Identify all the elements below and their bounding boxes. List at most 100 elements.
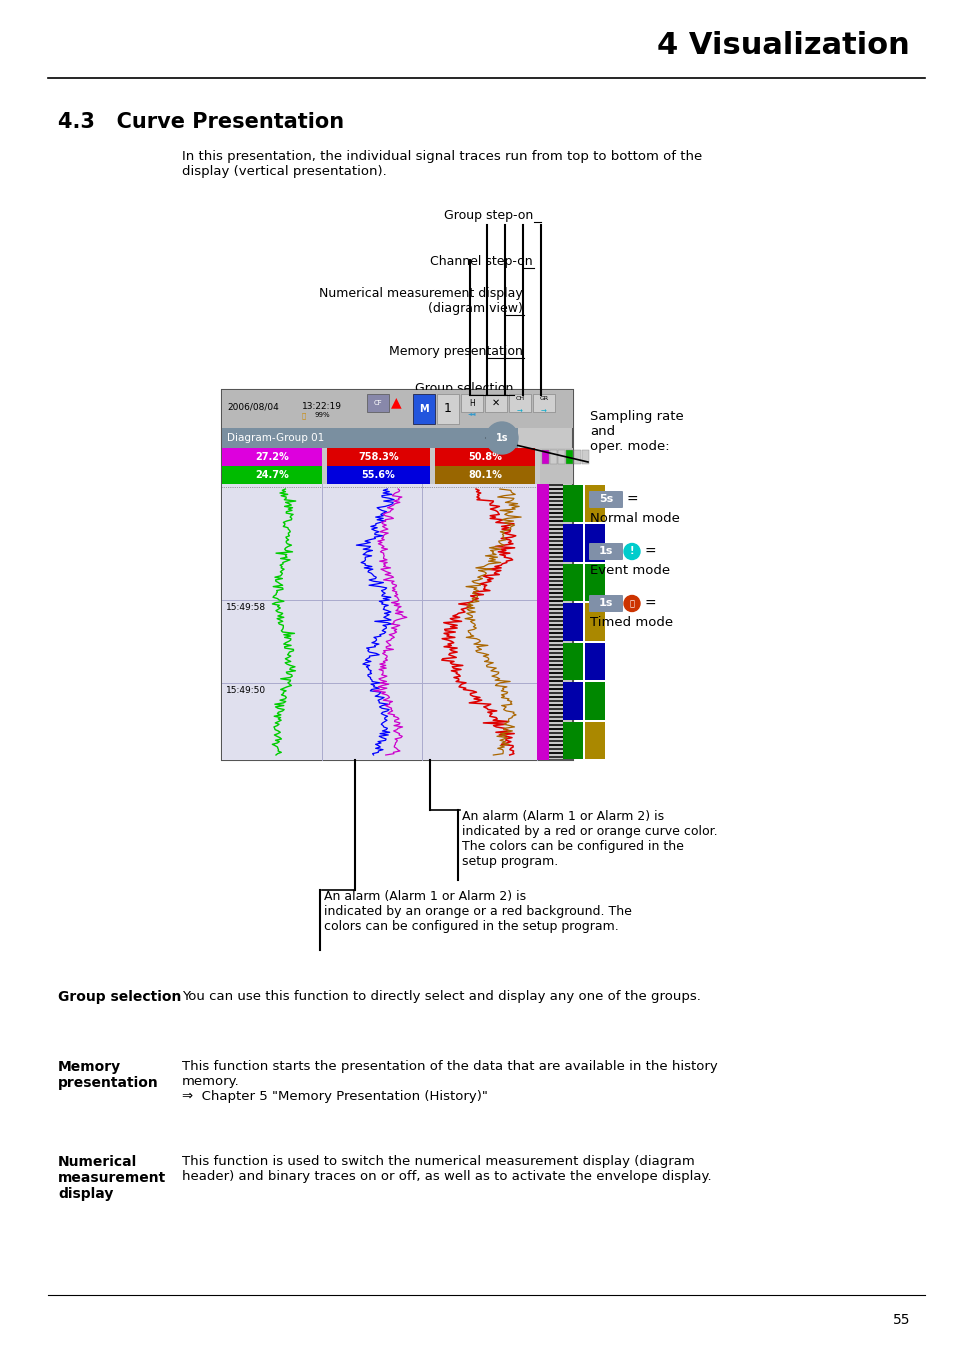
Bar	[537, 485, 548, 760]
Text: 50.8%: 50.8%	[468, 452, 501, 462]
Bar	[562, 485, 582, 522]
Text: 5s: 5s	[598, 494, 613, 505]
Bar	[548, 632, 562, 634]
Text: Memory
presentation: Memory presentation	[58, 1060, 158, 1091]
Text: 1s: 1s	[598, 547, 613, 556]
Text: Group selection: Group selection	[58, 990, 181, 1004]
Bar	[548, 536, 562, 539]
Bar	[548, 707, 562, 710]
Bar	[548, 491, 562, 494]
Bar	[548, 672, 562, 674]
Bar	[548, 644, 562, 647]
Bar	[548, 668, 562, 670]
Bar	[562, 682, 582, 720]
Text: Numerical measurement display
(diagram view): Numerical measurement display (diagram v…	[319, 288, 522, 315]
Bar	[548, 703, 562, 706]
Text: 4.3   Curve Presentation: 4.3 Curve Presentation	[58, 112, 344, 132]
Bar	[367, 394, 389, 412]
Bar	[435, 466, 535, 485]
FancyBboxPatch shape	[588, 595, 622, 612]
Text: Event mode: Event mode	[589, 564, 669, 576]
Text: This function starts the presentation of the data that are available in the hist: This function starts the presentation of…	[182, 1060, 717, 1103]
Bar	[327, 448, 430, 466]
Bar	[541, 450, 548, 464]
Bar	[548, 552, 562, 554]
Text: CH: CH	[515, 397, 524, 401]
Bar	[548, 740, 562, 743]
Text: =: =	[644, 597, 656, 610]
Text: 758.3%: 758.3%	[357, 452, 398, 462]
Bar	[548, 595, 562, 598]
Bar	[460, 394, 482, 412]
Bar	[548, 624, 562, 626]
Bar	[548, 589, 562, 590]
Bar	[548, 652, 562, 653]
Bar	[548, 724, 562, 726]
Bar	[548, 660, 562, 662]
Bar	[548, 728, 562, 730]
Bar	[548, 676, 562, 678]
Bar	[548, 756, 562, 757]
Text: 15:49:50: 15:49:50	[226, 686, 266, 695]
Text: →: →	[540, 409, 546, 414]
Bar	[548, 516, 562, 518]
Bar	[584, 721, 604, 759]
Bar	[436, 394, 458, 424]
Circle shape	[623, 544, 639, 559]
Text: ▲: ▲	[391, 396, 401, 409]
Bar	[548, 544, 562, 545]
Text: !: !	[629, 547, 634, 556]
Bar	[548, 487, 562, 490]
Bar	[548, 736, 562, 738]
Text: GR: GR	[538, 397, 548, 401]
Text: 13:22:19: 13:22:19	[302, 402, 341, 410]
Bar	[548, 693, 562, 694]
FancyBboxPatch shape	[588, 491, 622, 508]
Text: 80.1%: 80.1%	[468, 470, 501, 481]
Bar	[548, 684, 562, 686]
Bar	[548, 504, 562, 506]
Bar	[548, 688, 562, 690]
Bar	[548, 697, 562, 698]
Text: 1s: 1s	[496, 433, 508, 443]
Bar	[548, 628, 562, 630]
Text: Timed mode: Timed mode	[589, 616, 673, 629]
Bar	[548, 599, 562, 602]
Bar	[574, 450, 580, 464]
Text: Normal mode: Normal mode	[589, 512, 679, 525]
Bar	[222, 390, 573, 760]
Bar	[548, 485, 562, 486]
Bar	[562, 603, 582, 641]
Text: Memory presentation: Memory presentation	[389, 346, 522, 358]
Bar	[584, 643, 604, 680]
Text: 1: 1	[443, 402, 452, 416]
Bar	[533, 394, 555, 412]
Text: 4 Visualization: 4 Visualization	[657, 31, 909, 59]
Bar	[539, 448, 573, 485]
Bar	[562, 524, 582, 562]
Bar	[548, 603, 562, 606]
Bar	[222, 485, 537, 760]
Text: This function is used to switch the numerical measurement display (diagram
heade: This function is used to switch the nume…	[182, 1156, 711, 1183]
Bar	[562, 643, 582, 680]
Bar	[327, 466, 430, 485]
Text: You can use this function to directly select and display any one of the groups.: You can use this function to directly se…	[182, 990, 700, 1003]
Bar	[548, 495, 562, 498]
Bar	[548, 612, 562, 614]
Bar	[435, 448, 535, 466]
Bar	[565, 450, 573, 464]
Bar	[548, 636, 562, 639]
Bar	[550, 450, 557, 464]
Text: Sampling rate
and
oper. mode:: Sampling rate and oper. mode:	[589, 410, 683, 454]
Text: =: =	[626, 493, 638, 506]
Bar	[548, 580, 562, 582]
Bar	[584, 682, 604, 720]
Bar	[222, 390, 573, 428]
Text: 15:49:58: 15:49:58	[226, 603, 266, 612]
Bar	[484, 394, 506, 412]
Bar	[548, 524, 562, 527]
Text: Group selection: Group selection	[415, 382, 513, 396]
Bar	[548, 711, 562, 714]
Text: Diagram-Group 01: Diagram-Group 01	[227, 433, 324, 443]
Bar	[548, 648, 562, 649]
